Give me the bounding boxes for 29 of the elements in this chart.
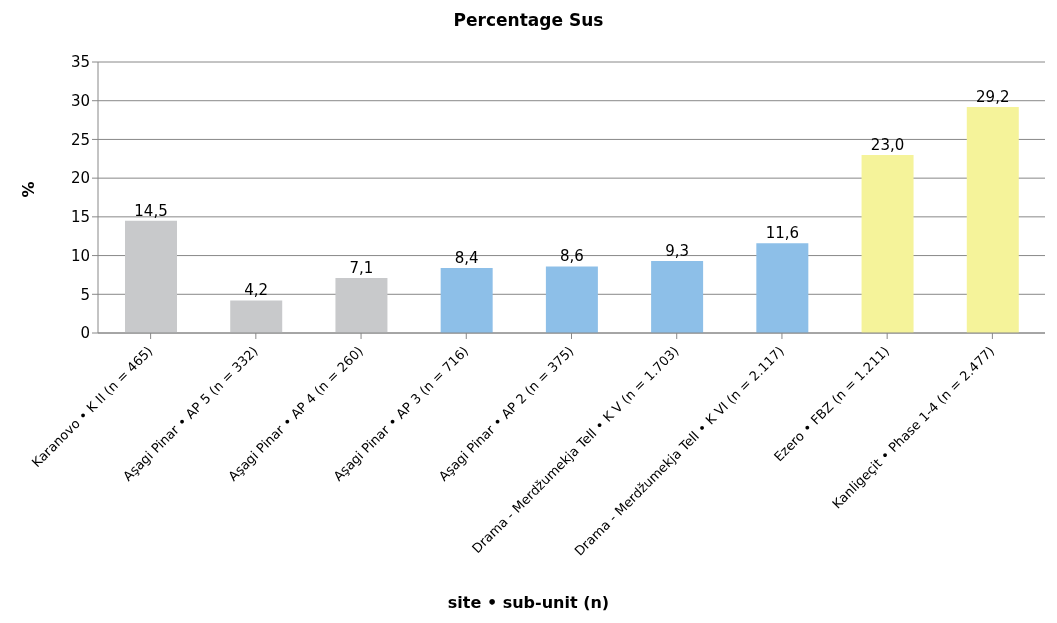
bar	[230, 300, 283, 333]
bar	[756, 243, 809, 333]
y-tick-label: 10	[70, 246, 90, 265]
data-label: 9,3	[665, 241, 690, 260]
data-label: 7,1	[349, 259, 374, 278]
y-tick-label: 30	[70, 92, 90, 111]
bar	[125, 220, 177, 333]
data-label: 11,6	[765, 224, 800, 243]
y-tick-label: 0	[80, 324, 90, 343]
y-tick-label: 20	[70, 169, 90, 188]
x-axis-title: site • sub-unit (n)	[446, 593, 611, 612]
data-label: 8,6	[559, 247, 584, 266]
data-label: 4,2	[244, 281, 269, 300]
data-label: 23,0	[870, 135, 905, 154]
bar	[861, 154, 914, 333]
data-label: 29,2	[976, 87, 1010, 106]
bar	[440, 267, 493, 333]
bar	[335, 278, 388, 333]
data-label: 14,5	[134, 201, 168, 220]
bar	[966, 106, 1019, 333]
bar	[545, 266, 598, 333]
chart-title: Percentage Sus	[452, 9, 605, 32]
bar	[651, 260, 704, 333]
y-tick-label: 25	[70, 130, 90, 149]
data-label: 8,4	[454, 248, 479, 267]
y-tick-label: 15	[70, 208, 90, 227]
y-tick-label: 5	[80, 285, 90, 304]
y-tick-label: 35	[70, 53, 90, 72]
y-axis-title: %	[18, 181, 38, 198]
